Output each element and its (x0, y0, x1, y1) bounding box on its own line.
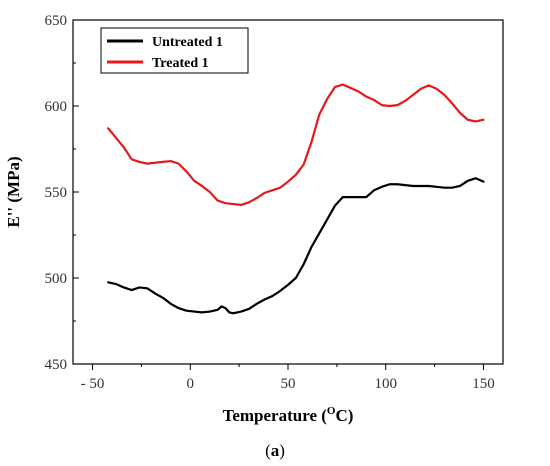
legend: Untreated 1 Treated 1 (100, 27, 249, 74)
series-layer (107, 83, 485, 315)
x-axis-title-degree: O (327, 405, 336, 417)
y-tick-label: 600 (45, 99, 68, 115)
y-axis-title: E'' (MPa) (4, 156, 23, 227)
x-axis-title: Temperature (OC) (223, 405, 354, 425)
y-tick-label: 500 (45, 271, 68, 287)
y-tick-label: 650 (45, 13, 68, 29)
y-tick-label: 550 (45, 185, 68, 201)
x-axis-title-unit: C) (335, 406, 353, 425)
y-axis: 450 500 550 600 650 (45, 13, 79, 373)
x-axis-title-main: Temperature ( (223, 406, 328, 425)
x-tick-label: - 50 (81, 376, 105, 392)
y-tick-label: 450 (45, 357, 68, 373)
legend-label-treated-1: Treated 1 (152, 56, 209, 71)
legend-box (100, 27, 249, 74)
figure-caption: (a) (265, 441, 285, 460)
series-line-untreated-1 (107, 177, 485, 315)
caption-close: ) (279, 441, 285, 460)
x-tick-label: 150 (472, 376, 495, 392)
x-tick-label: 0 (187, 376, 195, 392)
x-tick-label: 100 (374, 376, 397, 392)
series-line-treated-1 (107, 83, 485, 206)
x-tick-label: 50 (281, 376, 296, 392)
x-axis: - 50 0 50 100 150 (81, 364, 495, 392)
caption-letter: a (271, 441, 280, 460)
caption-open: ( (265, 441, 271, 460)
legend-label-untreated-1: Untreated 1 (152, 35, 223, 50)
